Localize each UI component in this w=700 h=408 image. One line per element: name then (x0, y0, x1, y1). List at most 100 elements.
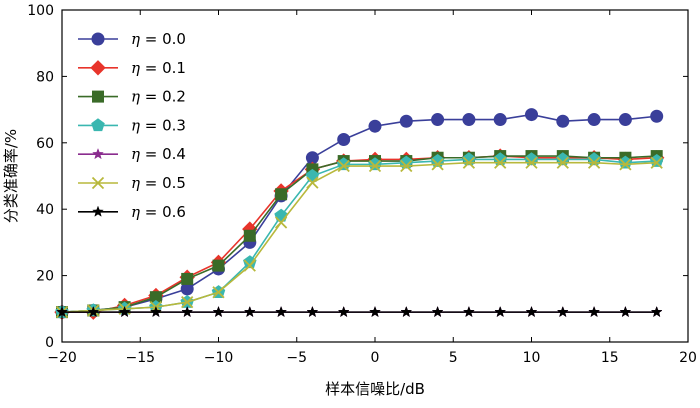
legend-entry: η = 0.2 (78, 88, 186, 106)
data-point (212, 305, 225, 318)
data-point (306, 305, 319, 318)
data-point (243, 305, 256, 318)
x-axis-label: 样本信噪比/dB (325, 380, 425, 398)
data-point (87, 305, 100, 318)
data-point (556, 156, 569, 169)
data-point (556, 305, 569, 318)
data-point (650, 156, 663, 169)
legend-label: η = 0.6 (131, 203, 186, 221)
legend-label: η = 0.1 (131, 59, 186, 77)
data-point (399, 114, 413, 128)
series-5 (55, 156, 663, 319)
series-line (61, 161, 657, 313)
legend-marker (91, 118, 105, 132)
legend-marker (91, 32, 105, 46)
x-tick-label: −10 (204, 350, 234, 366)
data-point (462, 305, 475, 318)
data-point (588, 305, 601, 318)
data-point (650, 109, 664, 123)
data-point (430, 153, 445, 167)
data-point (368, 119, 382, 133)
data-point (494, 305, 507, 318)
data-point (462, 113, 476, 127)
data-point (306, 176, 319, 189)
data-point (149, 305, 162, 318)
legend-entry: η = 0.3 (78, 116, 186, 134)
data-point (243, 259, 256, 272)
data-point (556, 114, 570, 128)
data-point (399, 155, 414, 169)
legend-label: η = 0.0 (131, 30, 186, 48)
legend-entry: η = 0.5 (78, 174, 186, 192)
data-point (243, 229, 256, 242)
data-point (431, 113, 445, 127)
y-tick-label: 100 (27, 3, 54, 19)
legend-marker (92, 205, 104, 217)
data-point (212, 286, 225, 299)
x-tick-label: 10 (523, 350, 541, 366)
x-tick-label: 0 (371, 350, 380, 366)
legend-entry: η = 0.6 (78, 203, 186, 221)
legend-label: η = 0.2 (131, 88, 186, 106)
data-point (118, 305, 131, 318)
x-tick-label: −20 (47, 350, 77, 366)
data-point (494, 156, 507, 169)
legend-label: η = 0.4 (131, 145, 186, 163)
data-point (493, 152, 507, 166)
data-point (369, 305, 381, 318)
data-point (462, 152, 476, 166)
legend-entry: η = 0.0 (78, 30, 186, 48)
data-point (619, 158, 632, 171)
legend-entry: η = 0.4 (78, 145, 186, 163)
series-layer (54, 108, 665, 320)
legend-label: η = 0.5 (131, 174, 186, 192)
legend-label: η = 0.3 (131, 116, 186, 134)
axes: −20 −15 −10 −5 0 5 10 15 20 0 20 40 60 80 100 (27, 3, 697, 366)
data-point (337, 159, 350, 173)
data-point (274, 216, 288, 229)
x-tick-label: 15 (601, 350, 619, 366)
x-tick-label: −5 (286, 350, 307, 366)
data-point (650, 305, 663, 318)
data-point (587, 113, 601, 127)
data-point (462, 156, 476, 169)
data-point (337, 305, 350, 318)
data-point (337, 132, 351, 146)
data-point (181, 296, 194, 309)
x-tick-label: −15 (125, 350, 155, 366)
legend-marker (92, 90, 104, 103)
y-tick-label: 40 (36, 202, 54, 218)
legend-entry: η = 0.1 (78, 59, 186, 77)
data-point (368, 159, 382, 173)
data-point (587, 156, 601, 169)
data-point (587, 152, 601, 166)
legend-marker (92, 147, 104, 160)
x-tick-label: 5 (449, 350, 458, 366)
y-axis-label: 分类准确率/% (2, 129, 20, 223)
y-tick-label: 60 (36, 136, 54, 152)
data-point (275, 188, 288, 201)
series-6 (56, 305, 663, 318)
data-point (275, 305, 288, 318)
data-point (556, 152, 570, 166)
data-point (400, 305, 413, 318)
data-point (525, 108, 538, 122)
data-point (212, 259, 225, 272)
data-point (431, 305, 444, 318)
y-tick-label: 80 (36, 69, 54, 85)
data-point (525, 156, 538, 169)
y-tick-label: 0 (45, 335, 54, 351)
data-point (400, 159, 413, 173)
legend: η = 0.0 η = 0.1 η = 0.2 η = 0.3 η = 0.4 η = 0… (78, 30, 186, 221)
data-point (524, 152, 539, 166)
x-tick-label: 20 (679, 350, 697, 366)
legend-marker (91, 176, 105, 190)
legend-marker (90, 60, 106, 76)
data-point (493, 113, 507, 127)
data-point (525, 305, 538, 318)
data-point (181, 305, 194, 318)
y-tick-label: 20 (36, 269, 54, 285)
data-point (181, 272, 194, 285)
